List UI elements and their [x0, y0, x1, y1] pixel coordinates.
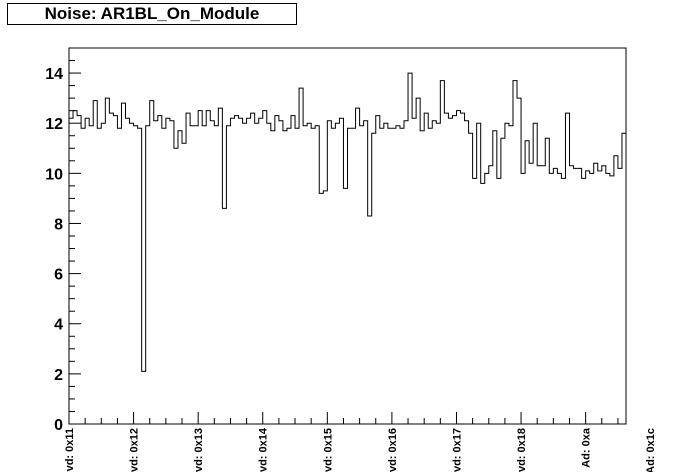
y-tick-label: 14 [45, 66, 63, 83]
axis-ticks [68, 47, 619, 425]
noise-histogram-line [69, 72, 626, 372]
x-tick-label: Ad: 0xa [581, 427, 593, 468]
x-tick-label: Ad: 0x1c [645, 428, 657, 472]
x-tick-label: vd: 0x11 [64, 428, 76, 471]
y-tick-label: 8 [54, 216, 63, 233]
x-tick-label: vd: 0x17 [451, 428, 463, 472]
y-tick-label: 12 [45, 116, 63, 133]
y-tick-label: 10 [45, 166, 63, 183]
x-tick-label: vd: 0x15 [322, 428, 334, 472]
x-tick-label: vd: 0x14 [258, 427, 270, 472]
y-tick-label: 0 [54, 417, 63, 434]
chart-title: Noise: AR1BL_On_Module [7, 3, 297, 25]
y-tick-labels: 0 2 4 6 8 10 12 14 [45, 66, 63, 434]
x-tick-label: vd: 0x16 [387, 428, 399, 472]
x-tick-label: vd: 0x13 [193, 428, 205, 472]
y-tick-label: 2 [54, 367, 63, 384]
y-tick-label: 6 [54, 267, 63, 284]
x-tick-labels: vd: 0x11 vd: 0x12 vd: 0x13 vd: 0x14 vd: 0x15… [64, 427, 657, 472]
y-tick-label: 4 [54, 317, 63, 334]
plot-frame [68, 47, 627, 425]
x-tick-label: vd: 0x18 [516, 428, 528, 472]
x-tick-label: vd: 0x12 [129, 428, 141, 472]
